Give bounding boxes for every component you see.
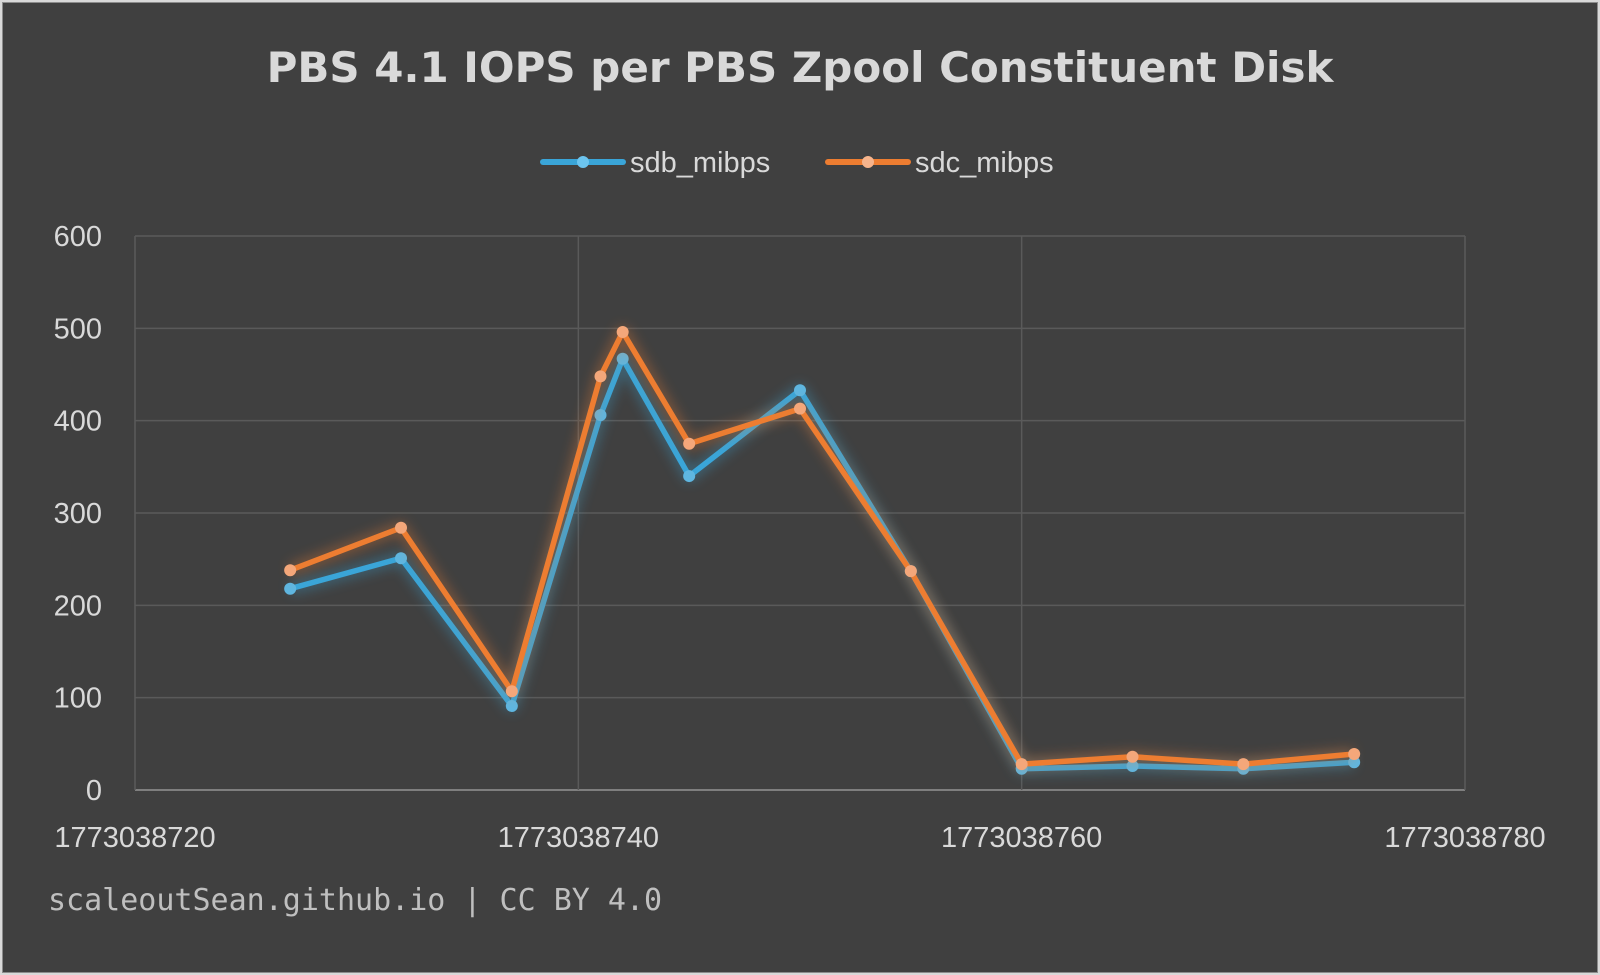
data-point — [284, 564, 297, 577]
data-point — [505, 699, 518, 712]
data-point — [395, 552, 407, 565]
credit-text: scaleoutSean.github.io | CC BY 4.0 — [48, 883, 662, 918]
y-tick-label: 600 — [54, 221, 102, 253]
y-tick-label: 300 — [54, 498, 102, 530]
y-tick-label: 400 — [54, 406, 102, 438]
y-axis-ticks: 0 100 200 300 400 500 600 — [54, 221, 102, 807]
data-point — [1348, 747, 1361, 760]
y-tick-label: 200 — [54, 590, 102, 622]
legend-item-sdb: sdb_mibps — [540, 147, 770, 179]
series-layer — [284, 326, 1361, 775]
data-point — [794, 384, 806, 397]
legend-marker-sdb — [577, 156, 589, 168]
x-tick-label: 1773038760 — [941, 822, 1102, 854]
series-line — [287, 329, 1357, 767]
y-tick-label: 500 — [54, 313, 102, 345]
x-tick-label: 1773038740 — [498, 822, 659, 854]
data-point — [594, 409, 607, 422]
series-sdc_mibps — [284, 326, 1361, 771]
data-point — [616, 326, 629, 339]
data-point — [594, 370, 607, 383]
y-tick-label: 100 — [54, 683, 102, 715]
legend: sdb_mibps sdc_mibps — [540, 147, 1054, 179]
data-point — [505, 685, 518, 698]
legend-label-sdb: sdb_mibps — [630, 147, 770, 179]
x-tick-label: 1773038720 — [54, 822, 215, 854]
series-glow — [288, 326, 1355, 771]
x-tick-label: 1773038780 — [1384, 822, 1545, 854]
legend-marker-sdc — [862, 156, 874, 168]
y-tick-label: 0 — [86, 775, 102, 807]
data-point — [683, 437, 696, 450]
data-point — [683, 470, 696, 483]
data-point — [794, 402, 806, 415]
data-point — [904, 565, 917, 578]
x-axis-ticks: 1773038720 1773038740 1773038760 1773038780 — [54, 822, 1545, 854]
data-point — [395, 521, 407, 534]
legend-label-sdc: sdc_mibps — [915, 147, 1054, 179]
data-point — [1126, 750, 1139, 763]
chart-title: PBS 4.1 IOPS per PBS Zpool Constituent D… — [267, 43, 1335, 92]
data-point — [616, 352, 629, 365]
series-sdb_mibps — [284, 352, 1361, 775]
series-line — [287, 356, 1357, 772]
data-point — [1015, 758, 1028, 771]
legend-item-sdc: sdc_mibps — [825, 147, 1054, 179]
data-point — [284, 582, 297, 595]
grid — [134, 235, 1466, 791]
data-point — [1237, 758, 1250, 771]
